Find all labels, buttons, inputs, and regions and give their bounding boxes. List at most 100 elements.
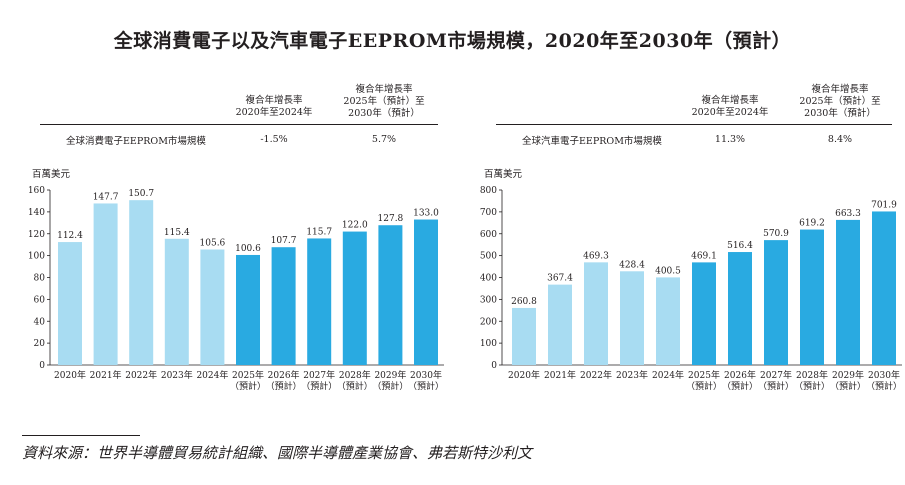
x-tick-label: 2021年	[544, 369, 576, 381]
x-tick-label: 2027年（預計）	[301, 369, 337, 392]
cagr-header-2025-2030: 複合年增長率 2025年（預計）至 2030年（預計）	[343, 84, 425, 119]
bar	[692, 262, 716, 365]
y-tick-label: 160	[28, 186, 45, 196]
bar	[764, 240, 788, 365]
y-tick-label: 400	[480, 274, 497, 284]
y-tick-label: 800	[480, 186, 497, 196]
y-tick-label: 500	[480, 252, 497, 262]
bar-value-label: 150.7	[128, 189, 154, 199]
x-tick-label: 2022年	[125, 369, 157, 381]
bar	[584, 262, 608, 365]
bar-value-label: 122.0	[342, 221, 368, 231]
y-tick-label: 300	[480, 295, 497, 305]
bar-value-label: 100.6	[235, 244, 261, 254]
y-tick-label: 700	[480, 208, 497, 218]
bar-value-label: 701.9	[871, 200, 897, 210]
x-tick-label: 2020年	[508, 369, 540, 381]
source-divider	[22, 435, 140, 436]
bar	[378, 225, 403, 365]
x-tick-label: 2028年（預計）	[337, 369, 373, 392]
y-tick-label: 200	[480, 317, 497, 327]
bar	[548, 284, 572, 365]
y-tick-label: 40	[34, 317, 46, 327]
bar-value-label: 107.7	[271, 236, 297, 246]
y-axis-unit: 百萬美元	[32, 169, 71, 180]
bar	[872, 211, 896, 365]
y-axis-unit: 百萬美元	[484, 169, 523, 180]
y-tick-label: 60	[34, 295, 46, 305]
cagr-table-rule	[496, 124, 892, 125]
cagr-table-rule	[40, 124, 438, 125]
bar	[512, 307, 536, 365]
y-tick-label: 140	[28, 208, 45, 218]
x-tick-label: 2029年（預計）	[372, 369, 408, 392]
cagr-header-2020-2024: 複合年增長率 2020年至2024年	[691, 95, 769, 118]
bar	[164, 238, 189, 365]
bar-value-label: 428.4	[619, 260, 645, 270]
x-tick-label: 2022年	[580, 369, 612, 381]
bar-value-label: 147.7	[93, 192, 119, 202]
y-tick-label: 80	[34, 274, 46, 284]
cagr-row-label: 全球消費電子EEPROM市場規模	[66, 136, 206, 147]
bar	[836, 219, 860, 365]
y-tick-label: 100	[28, 252, 45, 262]
chart-title: 全球消費電子以及汽車電子EEPROM市場規模，2020年至2030年（預計）	[113, 30, 792, 52]
bar	[129, 200, 154, 365]
bar-value-label: 469.3	[583, 251, 609, 261]
bar	[200, 249, 225, 365]
bar	[656, 277, 680, 365]
consumer-chart-panel: 複合年增長率 2020年至2024年 複合年增長率 2025年（預計）至 203…	[28, 82, 448, 402]
bar	[271, 247, 296, 365]
cagr-value-2020-2024: 11.3%	[714, 134, 746, 145]
bar-value-label: 127.8	[378, 214, 404, 224]
x-tick-label: 2025年（預計）	[230, 369, 266, 392]
automotive-bar-chart: 0 100 200 300 400 500 600 700 800 260.8 2020年 367.4…	[480, 186, 902, 392]
x-tick-label: 2026年（預計）	[266, 369, 302, 392]
x-tick-label: 2026年（預計）	[722, 369, 758, 392]
bar	[800, 229, 824, 365]
y-tick-label: 100	[480, 339, 497, 349]
y-tick-label: 0	[39, 361, 45, 371]
y-tick-label: 120	[28, 230, 45, 240]
bar-value-label: 367.4	[547, 274, 573, 284]
bar-value-label: 469.1	[691, 251, 717, 261]
bar-value-label: 115.7	[306, 227, 332, 237]
cagr-header-2025-2030: 複合年增長率 2025年（預計）至 2030年（預計）	[799, 84, 881, 119]
bar-value-label: 400.5	[655, 266, 681, 276]
bar-value-label: 516.4	[727, 241, 753, 251]
bar	[307, 238, 332, 365]
bar	[620, 271, 644, 365]
bar	[58, 242, 82, 365]
bar-value-label: 663.3	[835, 209, 861, 219]
bar-value-label: 570.9	[763, 229, 789, 239]
y-tick-label: 600	[480, 230, 497, 240]
cagr-value-2025-2030: 5.7%	[371, 134, 397, 145]
bar-value-label: 112.4	[57, 231, 83, 241]
x-tick-label: 2020年	[54, 369, 86, 381]
bar-value-label: 115.4	[164, 228, 190, 238]
source-note: 資料來源：世界半導體貿易統計組織、國際半導體產業協會、弗若斯特沙利文	[22, 444, 533, 462]
bar	[93, 203, 118, 365]
x-tick-label: 2028年（預計）	[794, 369, 830, 392]
bar-value-label: 133.0	[413, 209, 439, 219]
bar	[342, 231, 367, 365]
cagr-header-2020-2024: 複合年增長率 2020年至2024年	[235, 95, 313, 118]
y-tick-label: 0	[491, 361, 497, 371]
x-tick-label: 2030年（預計）	[866, 369, 902, 392]
consumer-bar-chart: 0 20 40 60 80 100 120 140 160 112.4 2020年 147.7 2021…	[28, 186, 444, 392]
x-tick-label: 2027年（預計）	[758, 369, 794, 392]
bar-value-label: 619.2	[799, 219, 825, 229]
bar	[728, 252, 752, 365]
bar-value-label: 260.8	[511, 297, 537, 307]
x-tick-label: 2023年	[616, 369, 648, 381]
x-tick-label: 2030年（預計）	[408, 369, 444, 392]
bar	[236, 254, 260, 365]
bar-value-label: 105.6	[200, 239, 226, 249]
x-tick-label: 2025年（預計）	[686, 369, 722, 392]
bar	[414, 219, 438, 365]
x-tick-label: 2024年	[652, 369, 684, 381]
y-tick-label: 20	[34, 339, 46, 349]
x-tick-label: 2021年	[90, 369, 122, 381]
x-tick-label: 2023年	[161, 369, 193, 381]
cagr-row-label: 全球汽車電子EEPROM市場規模	[522, 136, 662, 147]
